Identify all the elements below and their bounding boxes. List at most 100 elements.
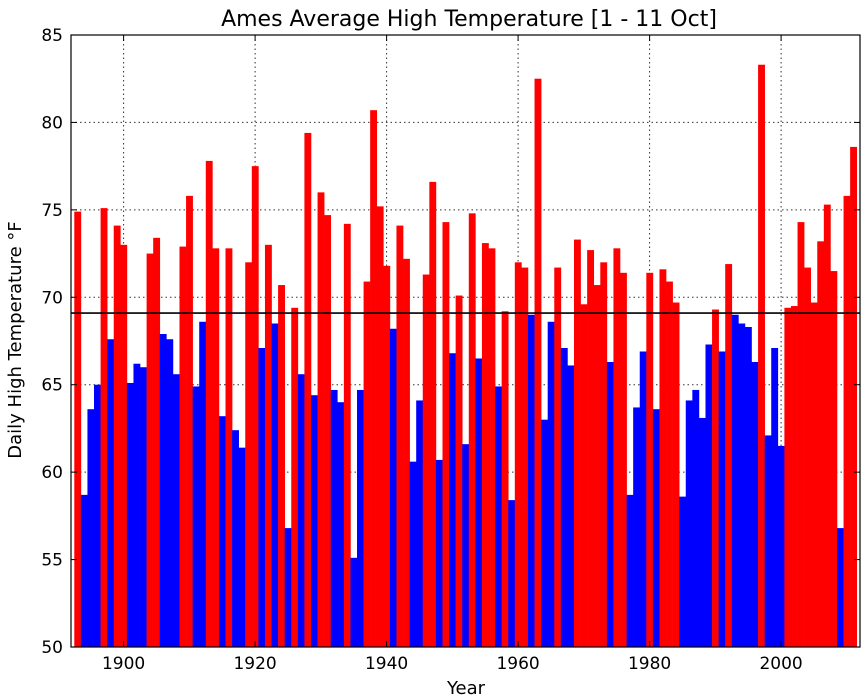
bar (475, 358, 483, 647)
bar (80, 494, 88, 647)
axis-ticks: 1900 1920 1940 1960 1980 2000 50 55 60 65 70 75 80 85 (41, 26, 860, 674)
bar (850, 146, 858, 647)
bar (790, 306, 798, 647)
bar (107, 339, 115, 647)
bar (284, 528, 292, 647)
bar (166, 339, 174, 647)
bar (547, 321, 555, 647)
bar (383, 265, 391, 647)
bar (744, 327, 752, 647)
bar (140, 367, 147, 647)
bar (626, 494, 634, 647)
bar (725, 264, 733, 647)
bar (330, 389, 338, 647)
bar (396, 225, 404, 647)
bar (606, 361, 614, 647)
bar (731, 314, 739, 647)
bar (153, 237, 161, 647)
bar (823, 204, 831, 648)
bar (830, 271, 838, 647)
x-tick-label: 2000 (759, 654, 802, 674)
bar (449, 353, 456, 647)
bar (580, 304, 588, 647)
bar (718, 351, 726, 647)
bar (843, 195, 851, 647)
bar (600, 262, 608, 647)
y-tick-label: 85 (41, 26, 63, 46)
bar (692, 389, 700, 647)
bar (666, 281, 673, 647)
bar (416, 400, 424, 647)
bar (784, 307, 792, 647)
bar (817, 241, 825, 647)
bar (120, 244, 128, 647)
bar (620, 272, 627, 647)
bar (370, 110, 378, 647)
bar (554, 267, 562, 647)
bar (337, 402, 345, 647)
bar (218, 416, 226, 647)
bar (271, 323, 279, 647)
bar (435, 459, 443, 647)
bar (199, 321, 207, 647)
bar (462, 444, 470, 647)
x-tick-label: 1940 (365, 654, 408, 674)
bar (659, 269, 667, 647)
bar (251, 166, 259, 647)
bar (567, 365, 575, 647)
bar (317, 192, 325, 647)
y-axis-title: Daily High Temperature °F (5, 221, 26, 458)
bar (192, 386, 200, 647)
y-tick-label: 60 (41, 463, 63, 483)
bar (633, 407, 641, 647)
bar (159, 334, 167, 647)
bar (698, 417, 706, 647)
bar (508, 500, 516, 647)
y-tick-label: 50 (41, 638, 63, 658)
bar (455, 295, 463, 647)
bar (541, 419, 548, 647)
bar (613, 248, 621, 647)
bar (587, 250, 595, 647)
x-axis-title: Year (446, 678, 486, 699)
bar (797, 222, 805, 647)
bar (777, 445, 785, 647)
bars (74, 64, 858, 648)
bar (212, 248, 220, 647)
bar (527, 314, 535, 647)
bar (758, 64, 765, 648)
bar (804, 267, 811, 647)
x-tick-label: 1900 (102, 654, 145, 674)
bar (403, 258, 410, 647)
bar (429, 181, 437, 647)
bar (172, 374, 180, 647)
bar (100, 208, 108, 648)
bar (297, 374, 305, 647)
bar (501, 311, 509, 647)
bar (521, 267, 529, 647)
bar (468, 213, 476, 647)
bar (514, 262, 522, 647)
bar (672, 302, 680, 647)
x-tick-label: 1960 (496, 654, 539, 674)
bar (422, 274, 430, 647)
bar (186, 195, 193, 647)
bar (133, 363, 141, 647)
bar (560, 347, 568, 647)
bar (409, 461, 417, 647)
bar (481, 243, 489, 647)
y-tick-label: 65 (41, 376, 63, 396)
bar (258, 347, 266, 647)
bar (593, 285, 601, 647)
bar (179, 246, 187, 647)
bar (712, 309, 719, 647)
chart-title: Ames Average High Temperature [1 - 11 Oc… (221, 7, 717, 32)
bar (232, 430, 239, 647)
bar (534, 78, 542, 647)
bar (225, 248, 233, 647)
bar (639, 351, 647, 647)
plot-frame (70, 34, 861, 648)
bar (836, 528, 844, 647)
bar (738, 323, 746, 647)
